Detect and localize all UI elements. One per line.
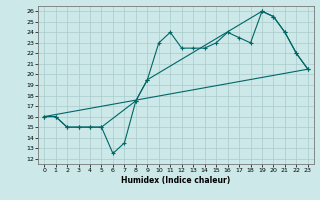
X-axis label: Humidex (Indice chaleur): Humidex (Indice chaleur) — [121, 176, 231, 185]
